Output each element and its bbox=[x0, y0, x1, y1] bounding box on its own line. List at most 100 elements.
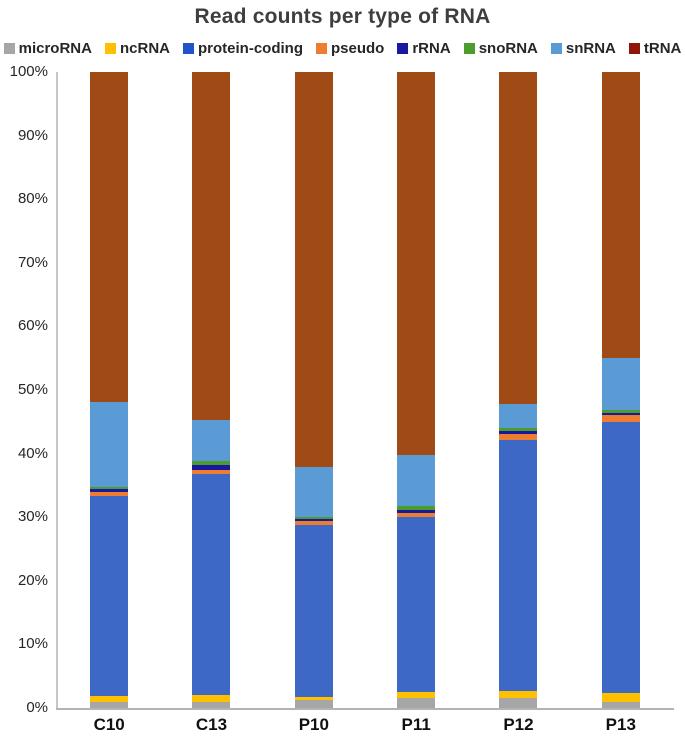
bar-segment-P13-rRNA bbox=[601, 412, 640, 416]
bar-segment-P13-snRNA bbox=[601, 357, 640, 411]
bar-slot-P10 bbox=[263, 72, 365, 708]
bar-segment-C13-protein-coding bbox=[192, 473, 231, 696]
legend-item-tRNA: tRNA bbox=[628, 40, 682, 57]
bar-slot-P13 bbox=[570, 72, 672, 708]
bar-segment-P13-protein-coding bbox=[601, 421, 640, 693]
bar-segment-C10-rRNA bbox=[90, 488, 129, 492]
bar-segment-C13-pseudo bbox=[192, 469, 231, 474]
y-tick-label: 100% bbox=[9, 63, 48, 80]
x-axis-category-labels: C10 C13 P10 P11 P12 P13 bbox=[58, 715, 672, 735]
legend-item-snoRNA: snoRNA bbox=[463, 40, 538, 57]
legend-swatch-icon bbox=[628, 43, 640, 54]
x-category-label-P13: P13 bbox=[605, 715, 636, 734]
y-tick-label: 0% bbox=[26, 698, 48, 716]
x-category-label-C10: C10 bbox=[93, 715, 125, 734]
bar-slot-C13 bbox=[160, 72, 262, 708]
legend-swatch-icon bbox=[104, 43, 116, 54]
plot-area bbox=[58, 72, 672, 708]
bar-segment-P12-snRNA bbox=[499, 404, 538, 429]
legend-swatch-icon bbox=[397, 43, 409, 54]
legend-label: pseudo bbox=[331, 40, 385, 57]
legend-item-ncRNA: ncRNA bbox=[104, 40, 170, 57]
legend-label: snoRNA bbox=[478, 40, 538, 57]
legend-label: tRNA bbox=[643, 40, 682, 57]
legend-item-protein-coding: protein-coding bbox=[183, 40, 303, 57]
bar-segment-P12-rRNA bbox=[499, 430, 538, 434]
y-axis-tick-labels: 100% 90% 80% 70% 60% 50% 40% 30% 20% 10% 0% bbox=[0, 63, 48, 717]
bar-segment-P13-pseudo bbox=[601, 415, 640, 422]
legend-label: rRNA bbox=[412, 40, 451, 57]
legend-item-rRNA: rRNA bbox=[397, 40, 451, 57]
bar-segment-P10-pseudo bbox=[294, 521, 333, 525]
bar-segment-P13-ncRNA bbox=[601, 692, 640, 703]
bar-segment-P12-tRNA bbox=[499, 72, 538, 405]
bar-segment-P11-pseudo bbox=[397, 513, 436, 517]
bar-segment-C10-pseudo bbox=[90, 491, 129, 496]
legend-label: ncRNA bbox=[119, 40, 170, 57]
bar-segment-C13-snoRNA bbox=[192, 461, 231, 466]
y-tick-label: 40% bbox=[17, 444, 48, 462]
y-axis-line bbox=[56, 72, 58, 708]
bar-segment-P11-snoRNA bbox=[397, 506, 436, 510]
y-tick-label: 10% bbox=[17, 635, 48, 653]
bar-segment-P12-protein-coding bbox=[499, 439, 538, 692]
bar-segment-P11-protein-coding bbox=[397, 516, 436, 693]
chart-legend: microRNA ncRNA protein-coding pseudo rRNA sno… bbox=[0, 40, 685, 57]
bar-segment-C10-tRNA bbox=[90, 72, 129, 403]
x-category-label-P11: P11 bbox=[401, 715, 431, 734]
y-tick-label: 60% bbox=[17, 317, 48, 335]
legend-item-pseudo: pseudo bbox=[316, 40, 384, 57]
bar-segment-P11-tRNA bbox=[397, 72, 436, 455]
x-category-label-P12: P12 bbox=[503, 715, 534, 734]
stacked-bar-P10 bbox=[294, 72, 333, 708]
legend-swatch-icon bbox=[316, 43, 327, 54]
legend-swatch-icon bbox=[183, 43, 194, 54]
legend-swatch-icon bbox=[3, 43, 15, 54]
y-tick-label: 20% bbox=[17, 571, 48, 589]
x-category-label-P10: P10 bbox=[298, 715, 329, 734]
bar-segment-P10-microRNA bbox=[294, 700, 333, 708]
y-tick-label: 80% bbox=[17, 190, 48, 208]
bar-segment-C10-snoRNA bbox=[90, 486, 129, 489]
bar-segment-C10-snRNA bbox=[90, 402, 129, 487]
bar-segment-P13-microRNA bbox=[601, 702, 640, 708]
stacked-bar-C10 bbox=[90, 72, 129, 708]
bar-slot-C10 bbox=[58, 72, 160, 708]
bar-segment-P10-tRNA bbox=[294, 72, 333, 468]
legend-item-microRNA: microRNA bbox=[3, 40, 92, 57]
bar-segment-C13-snRNA bbox=[192, 419, 231, 462]
bar-slot-P11 bbox=[365, 72, 467, 708]
bar-segment-P13-tRNA bbox=[601, 72, 640, 358]
legend-swatch-icon bbox=[463, 43, 475, 54]
bar-segment-C13-ncRNA bbox=[192, 695, 231, 703]
bar-segment-P10-rRNA bbox=[294, 519, 333, 522]
bar-segment-P11-microRNA bbox=[397, 697, 436, 708]
bar-segment-P10-ncRNA bbox=[294, 697, 333, 701]
y-tick-label: 30% bbox=[17, 508, 48, 526]
bar-segment-P10-protein-coding bbox=[294, 524, 333, 698]
stacked-bar-C13 bbox=[192, 72, 231, 708]
stacked-bar-P11 bbox=[397, 72, 436, 708]
x-category-label-C13: C13 bbox=[195, 715, 228, 734]
legend-label: microRNA bbox=[18, 40, 92, 57]
bar-segment-P12-snoRNA bbox=[499, 428, 538, 431]
x-axis-line bbox=[56, 708, 674, 710]
y-tick-label: 50% bbox=[17, 380, 48, 398]
bar-slot-P12 bbox=[467, 72, 569, 708]
bar-segment-P11-ncRNA bbox=[397, 692, 436, 698]
bar-segment-C10-microRNA bbox=[90, 701, 129, 708]
legend-item-snRNA: snRNA bbox=[550, 40, 616, 57]
legend-swatch-icon bbox=[550, 43, 562, 54]
bar-segment-C13-tRNA bbox=[192, 72, 231, 420]
bar-segment-P13-snoRNA bbox=[601, 410, 640, 413]
bar-segment-P11-snRNA bbox=[397, 454, 436, 507]
bar-segment-P12-microRNA bbox=[499, 698, 538, 708]
chart-title: Read counts per type of RNA bbox=[194, 5, 491, 28]
bar-segment-C10-ncRNA bbox=[90, 695, 129, 702]
legend-label: protein-coding bbox=[198, 40, 303, 57]
y-tick-label: 70% bbox=[17, 253, 48, 271]
legend-label: snRNA bbox=[565, 40, 616, 57]
bar-segment-P12-ncRNA bbox=[499, 691, 538, 699]
stacked-bar-P12 bbox=[499, 72, 538, 708]
bar-segment-C10-protein-coding bbox=[90, 495, 129, 696]
